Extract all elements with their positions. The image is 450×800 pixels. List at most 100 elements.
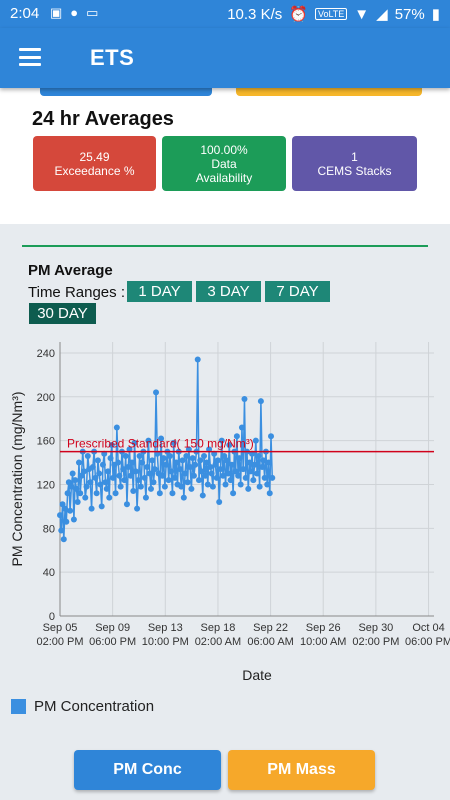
data-point — [235, 472, 242, 479]
data-point — [161, 483, 168, 490]
clipped-blue-button[interactable] — [40, 88, 212, 96]
data-point — [169, 490, 176, 497]
data-point — [238, 424, 245, 431]
data-point — [73, 485, 80, 492]
data-point — [216, 499, 223, 506]
data-point — [57, 512, 63, 519]
clipped-orange-button[interactable] — [236, 88, 422, 96]
range-1-day-button[interactable]: 1 DAY — [127, 281, 192, 302]
data-point — [222, 481, 229, 488]
data-point — [226, 442, 233, 449]
range-7-day-button[interactable]: 7 DAY — [265, 281, 330, 302]
data-point — [218, 437, 225, 444]
pm-mass-button[interactable]: PM Mass — [228, 750, 375, 790]
app-bar: ETS — [0, 28, 450, 88]
data-point — [228, 461, 235, 468]
exceedance-label: Exceedance % — [54, 163, 135, 178]
data-point — [147, 485, 154, 492]
p-app-icon: ● — [70, 5, 79, 20]
data-point — [219, 472, 226, 479]
data-point — [159, 472, 166, 479]
data-point — [188, 485, 195, 492]
data-point — [183, 452, 190, 459]
averages-title: 24 hr Averages — [32, 108, 174, 130]
data-point — [230, 490, 237, 497]
data-point — [121, 477, 128, 484]
data-point — [252, 437, 259, 444]
data-point — [269, 474, 276, 481]
range-3-day-button[interactable]: 3 DAY — [196, 281, 261, 302]
data-point — [223, 457, 230, 464]
y-tick-label: 40 — [43, 567, 55, 579]
data-point — [129, 459, 136, 466]
data-point — [130, 488, 137, 495]
data-point — [62, 505, 69, 512]
x-tick-label: 06:00 PM — [89, 636, 136, 648]
y-tick-label: 240 — [37, 348, 55, 360]
data-point — [171, 474, 178, 481]
y-axis-label: PM Concentration (mg/Nm³) — [9, 391, 25, 566]
data-point — [145, 437, 152, 444]
x-tick-label: Sep 22 — [253, 622, 288, 634]
data-point — [88, 505, 95, 512]
data-point — [197, 457, 204, 464]
exceedance-value: 25.49 — [79, 149, 110, 164]
section-divider — [22, 245, 428, 247]
data-point — [139, 459, 146, 466]
data-point — [180, 494, 187, 501]
data-point — [93, 490, 100, 497]
data-point — [202, 472, 209, 479]
x-tick-label: 06:00 AM — [247, 636, 293, 648]
data-point — [208, 470, 215, 477]
pm-conc-button[interactable]: PM Conc — [74, 750, 221, 790]
exceedance-card[interactable]: 25.49 Exceedance % — [33, 136, 156, 191]
data-point — [178, 483, 185, 490]
data-point — [123, 501, 130, 508]
data-point — [156, 490, 163, 497]
data-point — [81, 468, 88, 475]
data-point — [65, 479, 72, 486]
data-point — [89, 463, 96, 470]
x-axis-label: Date — [242, 667, 272, 683]
data-point — [127, 472, 134, 479]
data-point — [131, 439, 138, 446]
data-point — [168, 468, 175, 475]
data-point — [58, 527, 65, 534]
y-tick-label: 120 — [37, 479, 55, 491]
data-point — [245, 485, 252, 492]
data-point — [63, 518, 70, 525]
x-tick-label: Oct 04 — [412, 622, 444, 634]
data-point — [189, 455, 196, 462]
data-point — [151, 466, 158, 473]
notification-icons: ▣ ● ▭ — [50, 5, 98, 21]
data-point — [236, 455, 243, 462]
data-point — [201, 452, 208, 459]
data-point — [97, 481, 104, 488]
data-availability-card[interactable]: 100.00% Data Availability — [162, 136, 286, 191]
data-point — [217, 466, 224, 473]
x-tick-label: 10:00 PM — [142, 636, 189, 648]
availability-label-2: Availability — [195, 170, 253, 185]
data-point — [122, 452, 129, 459]
availability-label-1: Data — [211, 156, 237, 171]
data-point — [182, 470, 189, 477]
x-tick-label: Sep 13 — [148, 622, 183, 634]
y-tick-label: 160 — [37, 436, 55, 448]
data-point — [204, 481, 211, 488]
data-point — [113, 424, 120, 431]
laptop-icon: ▭ — [86, 5, 99, 20]
data-point — [149, 457, 156, 464]
data-point — [74, 499, 81, 506]
y-tick-label: 80 — [43, 523, 55, 535]
cems-stacks-card[interactable]: 1 CEMS Stacks — [292, 136, 417, 191]
data-point — [173, 459, 180, 466]
data-point — [256, 483, 263, 490]
data-point — [103, 485, 110, 492]
data-point — [125, 463, 132, 470]
data-point — [75, 459, 82, 466]
data-point — [112, 490, 119, 497]
range-30-day-button[interactable]: 30 DAY — [29, 303, 96, 324]
data-point — [107, 455, 114, 462]
menu-icon[interactable] — [19, 48, 41, 66]
data-point — [69, 470, 76, 477]
